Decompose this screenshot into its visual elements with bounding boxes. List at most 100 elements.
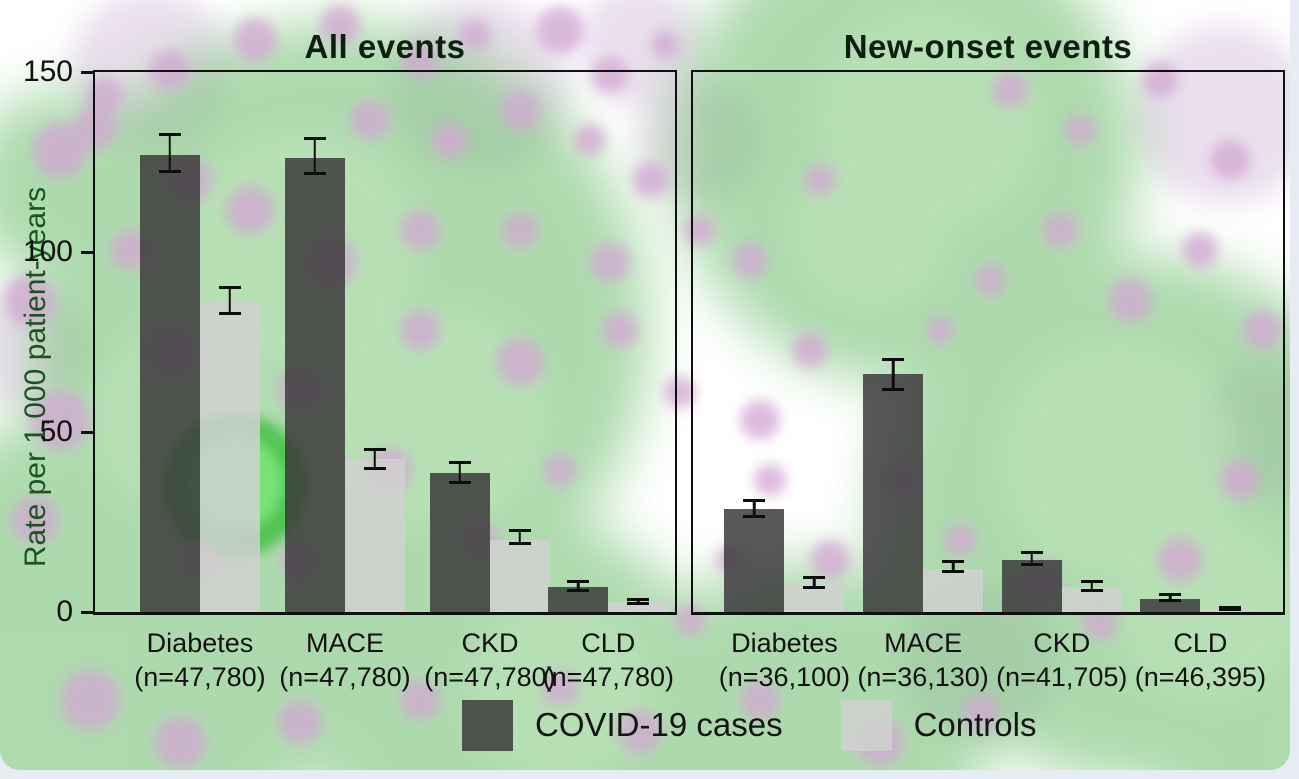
bar-controls [923, 568, 984, 612]
y-tick-mark [81, 610, 93, 614]
x-tick-sample-size: (n=41,705) [996, 662, 1128, 692]
error-bar-part [567, 589, 590, 593]
error-bar-part [158, 169, 181, 173]
bar-covid-cases [284, 158, 345, 612]
bar-covid-cases [139, 154, 200, 612]
bar-controls [199, 302, 260, 612]
y-tick-label: 50 [39, 415, 73, 448]
error-bar-part [1159, 592, 1182, 596]
bar-group-diabetes [724, 72, 845, 612]
x-tick-category: Diabetes [731, 628, 838, 658]
x-tick-category: MACE [305, 628, 384, 658]
error-bar-part [1030, 550, 1033, 567]
bar-group-diabetes [139, 72, 260, 612]
error-bar-part [1169, 592, 1172, 602]
x-tick-sample-size: (n=47,780) [134, 662, 266, 692]
error-bar-part [228, 286, 232, 315]
error-bar-part [1219, 607, 1242, 611]
y-tick-mark [81, 430, 93, 434]
x-tick-label-diabetes: Diabetes (n=36,100) [719, 626, 850, 694]
error-bar [627, 597, 650, 605]
error-bar-part [891, 358, 895, 391]
error-bar [448, 460, 471, 485]
y-tick-label: 0 [56, 595, 73, 628]
bar-group-cld [548, 72, 669, 612]
error-bar-part [303, 171, 326, 175]
error-bar-part [218, 286, 241, 290]
error-bar [1159, 592, 1182, 602]
error-bar-part [518, 529, 522, 546]
error-bar-part [942, 559, 965, 563]
bar-controls [344, 459, 405, 612]
error-bar-part [448, 481, 471, 485]
error-bar [567, 579, 590, 593]
x-tick-sample-size: (n=47,780) [279, 662, 411, 692]
x-tick-sample-size: (n=36,100) [718, 662, 851, 692]
error-bar-part [458, 460, 462, 485]
error-bar [1020, 550, 1043, 567]
bar-group-ckd [1001, 72, 1122, 612]
error-bar [218, 286, 241, 315]
x-tick-category: Diabetes [146, 628, 254, 658]
x-tick-sample-size: (n=36,130) [857, 662, 989, 692]
error-bar-part [882, 387, 905, 391]
x-tick-label-cld: CLD (n=47,780) [543, 626, 674, 694]
bar-group-cld [1140, 72, 1261, 612]
bar-covid-cases [429, 473, 490, 612]
bar-covid-cases [863, 374, 924, 612]
x-tick-category: MACE [884, 628, 963, 658]
y-tick-label: 150 [22, 55, 73, 88]
error-bar [303, 136, 326, 175]
error-bar-part [508, 542, 531, 546]
error-bar-part [627, 597, 650, 601]
error-bar-part [1090, 579, 1093, 592]
x-tick-category: CLD [1173, 628, 1228, 658]
x-tick-category: CKD [461, 628, 519, 658]
error-bar-part [1020, 550, 1043, 554]
error-bar-part [882, 358, 905, 362]
error-bar [158, 133, 181, 173]
y-tick-label: 100 [22, 235, 73, 268]
legend-label-covid-cases: COVID-19 cases [535, 706, 783, 743]
x-tick-label-ckd: CKD (n=47,780) [424, 626, 555, 694]
x-tick-label-diabetes: Diabetes (n=47,780) [134, 626, 265, 694]
error-bar-part [637, 597, 640, 605]
bar-group-ckd [429, 72, 550, 612]
error-bar-part [313, 136, 317, 175]
bar-covid-cases [1140, 598, 1201, 612]
error-bar [942, 559, 965, 574]
x-tick-label-mace: MACE (n=36,130) [857, 626, 988, 694]
error-bar-part [363, 448, 386, 452]
legend-label-controls: Controls [913, 706, 1037, 743]
error-bar-part [743, 498, 766, 502]
error-bar-part [577, 579, 580, 593]
error-bar-part [951, 559, 955, 574]
legend: COVID-19 cases Controls [462, 697, 1036, 753]
legend-swatch-controls [840, 699, 892, 751]
error-bar-part [813, 576, 816, 589]
bar-controls [608, 601, 669, 612]
error-bar-part [1080, 588, 1103, 592]
error-bar-part [168, 133, 172, 173]
bar-group-mace [863, 72, 984, 612]
x-tick-sample-size: (n=47,780) [424, 662, 556, 692]
error-bar-part [753, 498, 756, 519]
error-bar-part [303, 136, 326, 140]
y-tick-mark [81, 250, 93, 254]
error-bar-part [1219, 605, 1242, 609]
error-bar-part [363, 466, 386, 470]
error-bar [743, 498, 766, 519]
x-tick-label-cld: CLD (n=46,395) [1135, 626, 1266, 694]
bar-covid-cases [1001, 559, 1062, 612]
x-tick-category: CKD [1033, 628, 1091, 658]
error-bar-part [448, 460, 471, 464]
panel-new-onset-events: Diabetes (n=36,100) MACE (n=36,130) CKD (n=41… [691, 70, 1285, 692]
error-bar-part [803, 576, 826, 580]
error-bar-part [1159, 598, 1182, 602]
x-tick-label-ckd: CKD (n=41,705) [996, 626, 1127, 694]
error-bar-part [1080, 579, 1103, 583]
error-bar [803, 576, 826, 589]
x-tick-category: CLD [581, 628, 636, 658]
